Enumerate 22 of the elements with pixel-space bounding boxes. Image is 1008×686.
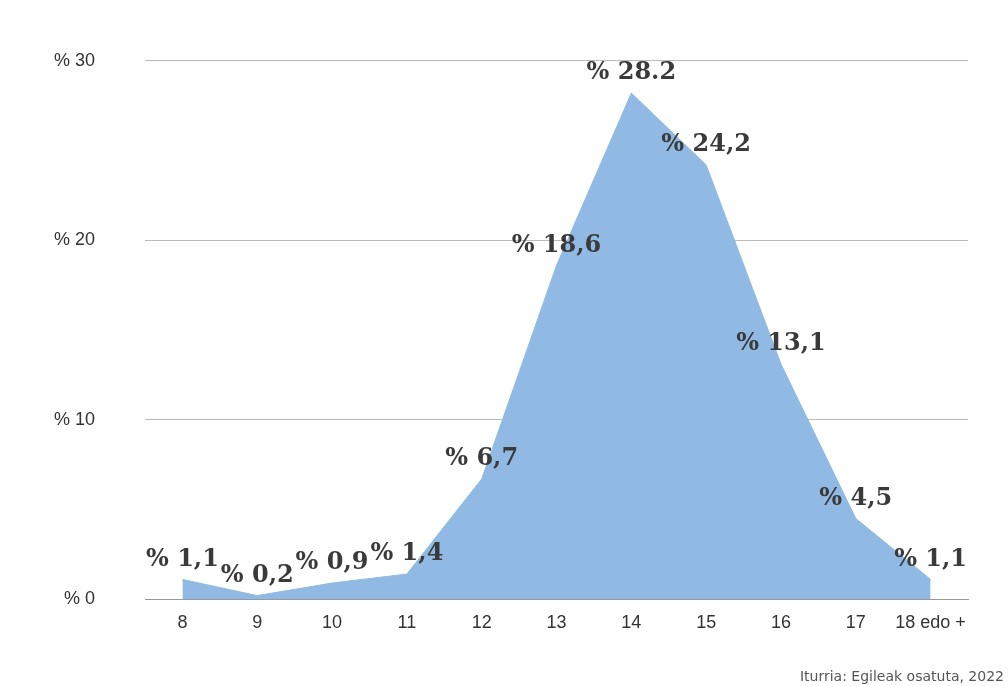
data-label: % 0,2 xyxy=(220,558,294,588)
x-tick-label: 17 xyxy=(845,611,866,632)
x-tick-label: 9 xyxy=(252,611,263,632)
x-tick-label: 14 xyxy=(621,611,642,632)
data-label: % 28.2 xyxy=(586,56,677,86)
x-tick-label: 11 xyxy=(397,611,417,632)
x-tick-label: 16 xyxy=(770,611,791,632)
x-tick-label: 10 xyxy=(322,611,343,632)
data-label: % 4,5 xyxy=(819,481,893,511)
x-tick-label: 13 xyxy=(546,611,567,632)
text: Iturria: Egileak osatuta, 2022 xyxy=(799,668,1004,684)
x-tick-label: 15 xyxy=(696,611,717,632)
y-tick-label: % 0 xyxy=(64,588,96,609)
y-tick-label: % 30 xyxy=(54,49,96,70)
x-tick-label: 18 edo + xyxy=(895,611,966,632)
y-tick-label: % 10 xyxy=(54,408,96,429)
data-label: % 24,2 xyxy=(661,128,751,158)
data-label: % 1,1 xyxy=(145,542,219,572)
data-label: % 0,9 xyxy=(295,546,369,576)
x-tick-label: 8 xyxy=(177,611,188,632)
x-tick-label: 12 xyxy=(471,611,492,632)
y-tick-label: % 20 xyxy=(54,229,96,250)
